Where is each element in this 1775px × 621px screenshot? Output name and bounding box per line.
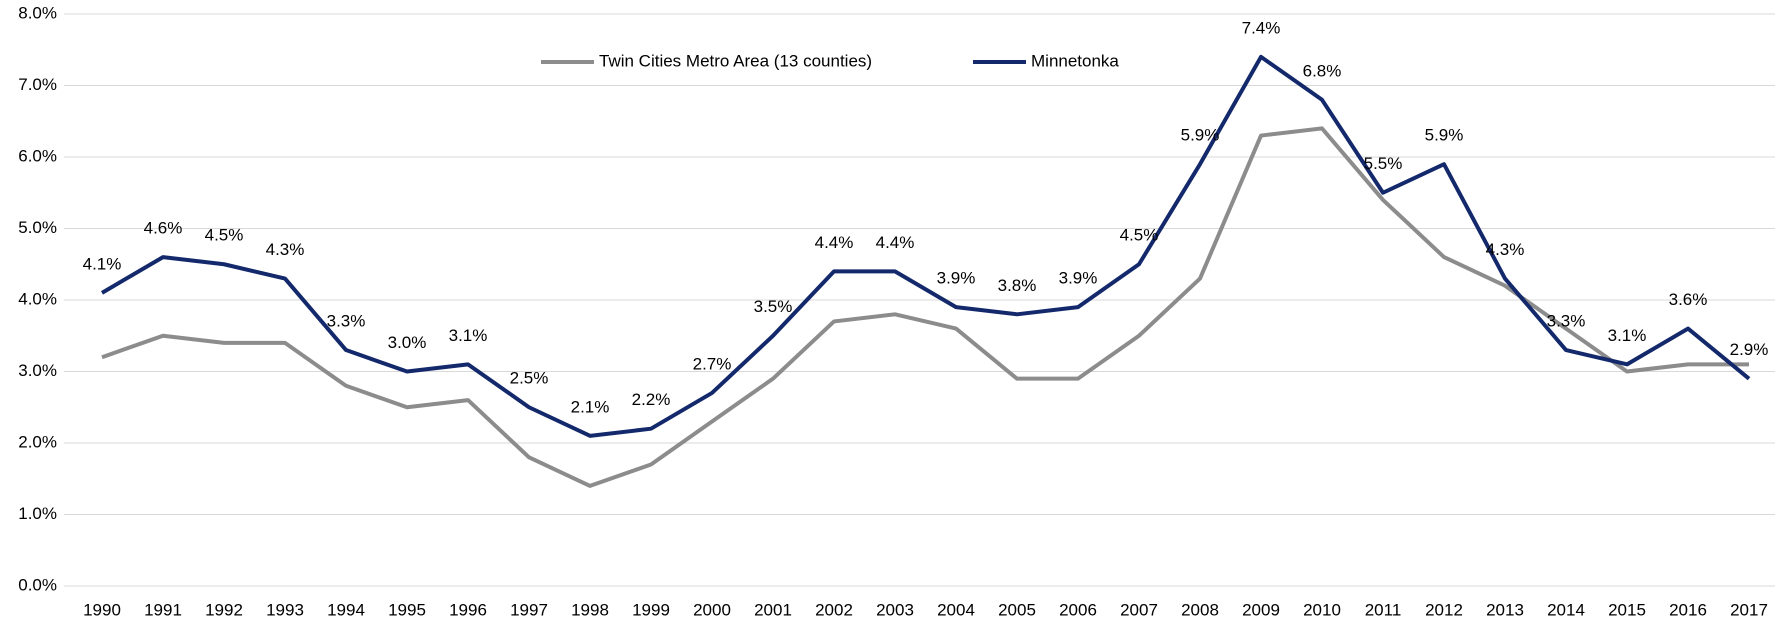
y-tick-label: 6.0%	[18, 146, 57, 165]
x-tick-label: 1997	[510, 600, 548, 619]
data-label: 4.1%	[83, 254, 122, 273]
x-tick-label: 2002	[815, 600, 853, 619]
x-tick-label: 1996	[449, 600, 487, 619]
x-tick-label: 1990	[83, 600, 121, 619]
data-label: 3.9%	[937, 269, 976, 288]
data-label: 3.8%	[998, 276, 1037, 295]
legend-label: Twin Cities Metro Area (13 counties)	[599, 51, 872, 70]
x-tick-label: 2000	[693, 600, 731, 619]
x-tick-label: 1995	[388, 600, 426, 619]
data-label: 6.8%	[1303, 61, 1342, 80]
data-label: 3.3%	[1547, 312, 1586, 331]
data-label: 2.1%	[571, 397, 610, 416]
y-tick-label: 2.0%	[18, 432, 57, 451]
data-label: 3.5%	[754, 297, 793, 316]
data-label: 2.2%	[632, 390, 671, 409]
series-line	[101, 126, 1749, 488]
y-tick-label: 7.0%	[18, 75, 57, 94]
x-tick-label: 1998	[571, 600, 609, 619]
x-tick-label: 2003	[876, 600, 914, 619]
data-label: 4.4%	[815, 233, 854, 252]
x-tick-label: 1993	[266, 600, 304, 619]
data-label: 4.3%	[1486, 240, 1525, 259]
y-tick-label: 8.0%	[18, 3, 57, 22]
x-tick-label: 2010	[1303, 600, 1341, 619]
y-tick-label: 3.0%	[18, 361, 57, 380]
y-tick-label: 1.0%	[18, 504, 57, 523]
data-label: 2.5%	[510, 369, 549, 388]
data-label: 4.5%	[1120, 226, 1159, 245]
x-tick-label: 2008	[1181, 600, 1219, 619]
data-label: 2.7%	[693, 354, 732, 373]
x-tick-label: 2006	[1059, 600, 1097, 619]
x-tick-label: 2004	[937, 600, 975, 619]
x-tick-label: 1991	[144, 600, 182, 619]
data-label: 5.9%	[1425, 126, 1464, 145]
data-label: 4.3%	[266, 240, 305, 259]
data-label: 3.1%	[1608, 326, 1647, 345]
x-tick-label: 2001	[754, 600, 792, 619]
x-tick-label: 2007	[1120, 600, 1158, 619]
y-tick-label: 4.0%	[18, 289, 57, 308]
data-label: 3.0%	[388, 333, 427, 352]
data-label: 2.9%	[1730, 340, 1769, 359]
data-label: 4.4%	[876, 233, 915, 252]
x-tick-label: 2011	[1365, 600, 1402, 619]
data-label: 3.9%	[1059, 269, 1098, 288]
data-label: 3.6%	[1669, 290, 1708, 309]
x-tick-label: 2016	[1669, 600, 1707, 619]
x-tick-label: 2015	[1608, 600, 1646, 619]
data-label: 5.9%	[1181, 126, 1220, 145]
x-tick-label: 2013	[1486, 600, 1524, 619]
x-tick-label: 2009	[1242, 600, 1280, 619]
x-tick-label: 2012	[1425, 600, 1463, 619]
data-label: 3.3%	[327, 312, 366, 331]
x-tick-label: 2017	[1730, 600, 1768, 619]
legend-label: Minnetonka	[1031, 51, 1119, 70]
y-tick-label: 5.0%	[18, 218, 57, 237]
x-tick-label: 2005	[998, 600, 1036, 619]
series-line	[100, 54, 1751, 438]
data-label: 3.1%	[449, 326, 488, 345]
x-tick-label: 1994	[327, 600, 365, 619]
data-label: 7.4%	[1242, 18, 1281, 37]
x-tick-label: 2014	[1547, 600, 1585, 619]
data-label: 5.5%	[1364, 154, 1403, 173]
data-label: 4.5%	[205, 226, 244, 245]
x-tick-label: 1999	[632, 600, 670, 619]
y-tick-label: 0.0%	[18, 575, 57, 594]
data-label: 4.6%	[144, 219, 183, 238]
x-tick-label: 1992	[205, 600, 243, 619]
